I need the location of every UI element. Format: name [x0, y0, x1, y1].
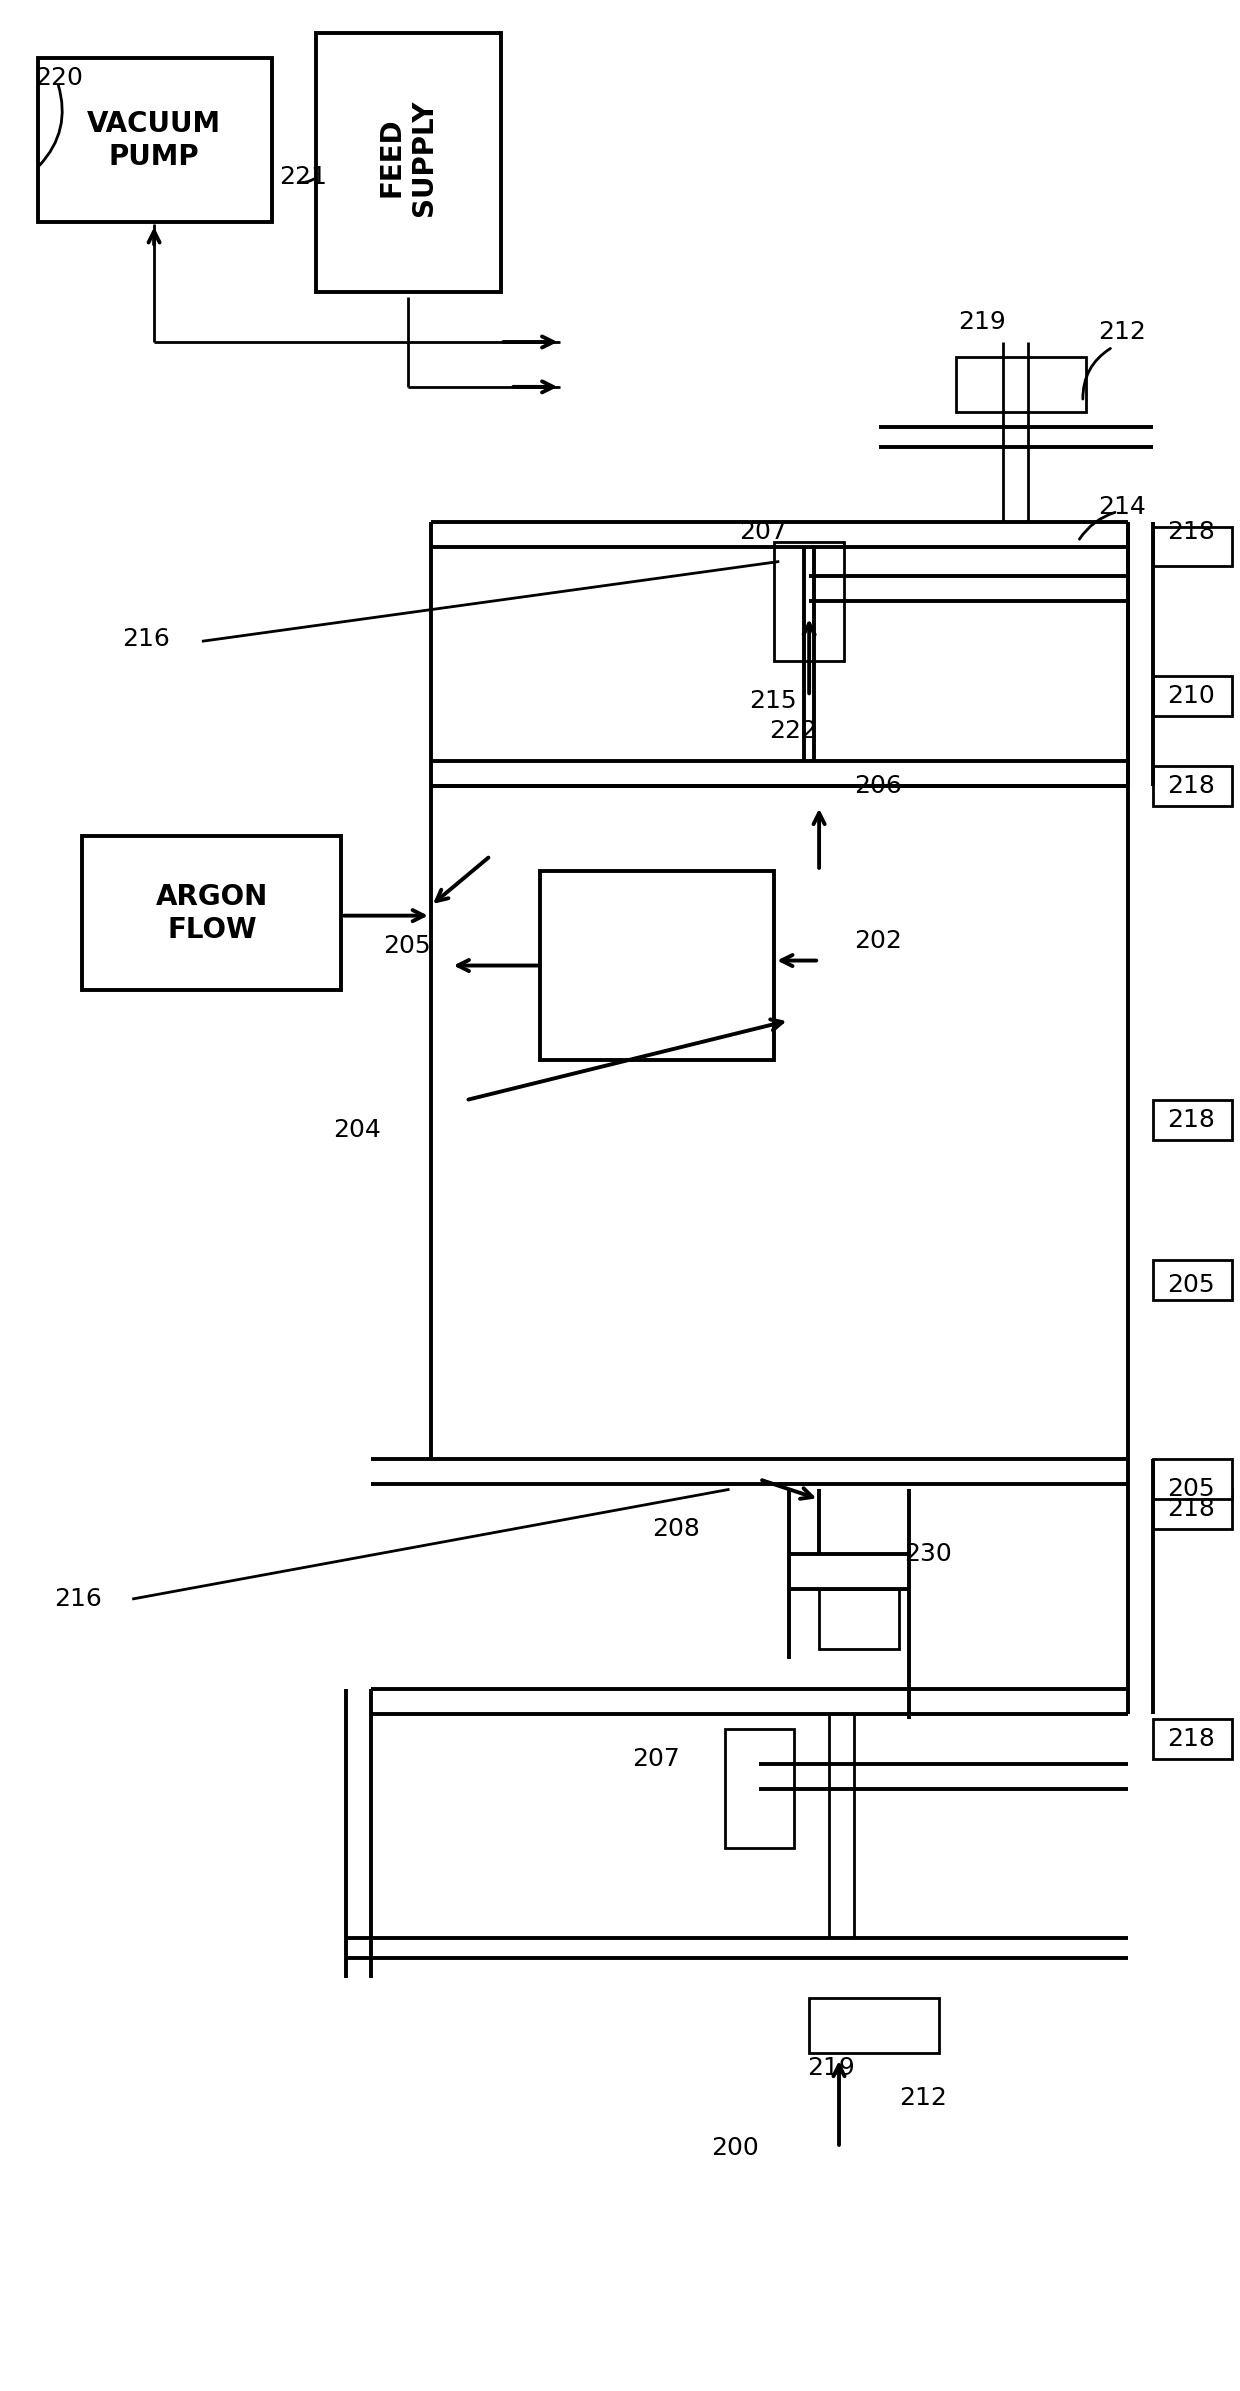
Text: 205: 205	[1168, 1478, 1215, 1502]
Text: ARGON
FLOW: ARGON FLOW	[156, 882, 268, 944]
Bar	[1153, 1719, 1233, 1760]
Bar	[820, 1590, 899, 1650]
Text: 212: 212	[1097, 320, 1146, 344]
Text: 208: 208	[652, 1518, 699, 1542]
Bar	[541, 870, 774, 1059]
Bar	[1153, 526, 1233, 567]
Text: 218: 218	[1168, 775, 1215, 799]
Bar	[774, 540, 844, 662]
Text: 205: 205	[383, 932, 430, 956]
Text: 207: 207	[739, 519, 787, 543]
Bar	[1153, 1100, 1233, 1141]
Text: 221: 221	[279, 165, 327, 189]
Text: 206: 206	[854, 775, 901, 799]
Text: 200: 200	[712, 2135, 759, 2159]
Text: VACUUM
PUMP: VACUUM PUMP	[87, 110, 221, 170]
Text: FEED
SUPPLY: FEED SUPPLY	[378, 98, 438, 215]
Bar	[956, 356, 1086, 411]
Text: 219: 219	[807, 2056, 854, 2080]
Text: 218: 218	[1168, 519, 1215, 543]
Bar	[37, 57, 272, 222]
Text: 210: 210	[1168, 684, 1215, 708]
Bar	[316, 33, 501, 292]
Text: 216: 216	[123, 626, 170, 650]
Text: 222: 222	[769, 720, 817, 744]
Text: 230: 230	[904, 1542, 951, 1566]
Bar	[1153, 1459, 1233, 1499]
Text: 218: 218	[1168, 1497, 1215, 1521]
Bar	[1153, 1260, 1233, 1301]
Text: 205: 205	[1168, 1272, 1215, 1296]
Text: 202: 202	[854, 928, 901, 952]
Text: 216: 216	[55, 1588, 103, 1612]
Text: 218: 218	[1168, 1726, 1215, 1750]
Bar	[1153, 677, 1233, 717]
Bar	[82, 837, 341, 990]
Text: 215: 215	[749, 689, 797, 713]
Text: 204: 204	[334, 1119, 381, 1143]
Text: 207: 207	[632, 1748, 680, 1772]
Text: 218: 218	[1168, 1107, 1215, 1133]
Text: 219: 219	[959, 311, 1006, 335]
Text: 220: 220	[35, 65, 83, 88]
Text: 212: 212	[899, 2085, 946, 2109]
Bar	[1153, 765, 1233, 806]
Bar	[810, 1999, 939, 2054]
Bar	[724, 1729, 794, 1848]
Bar	[1153, 1490, 1233, 1530]
Text: 214: 214	[1097, 495, 1146, 519]
